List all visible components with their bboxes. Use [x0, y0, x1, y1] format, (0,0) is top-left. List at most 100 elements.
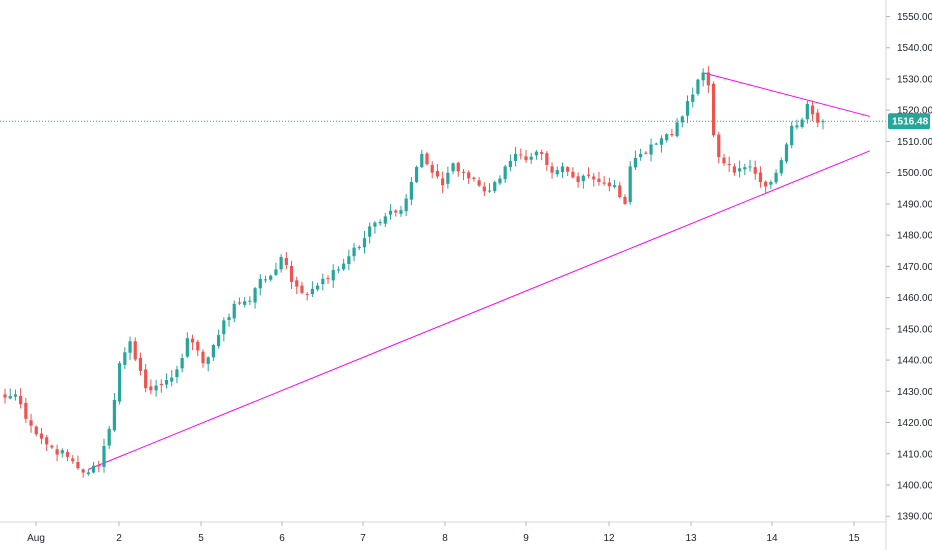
- candle[interactable]: [107, 426, 111, 449]
- candle[interactable]: [597, 171, 601, 186]
- candle[interactable]: [524, 149, 528, 163]
- candle[interactable]: [602, 176, 606, 186]
- candle[interactable]: [743, 163, 747, 176]
- candle[interactable]: [60, 448, 64, 458]
- candle[interactable]: [383, 213, 387, 227]
- candle[interactable]: [753, 160, 757, 180]
- candle[interactable]: [519, 148, 523, 160]
- candle[interactable]: [175, 365, 179, 384]
- candle[interactable]: [738, 160, 742, 178]
- candle[interactable]: [118, 360, 122, 405]
- candle[interactable]: [133, 337, 137, 362]
- candle[interactable]: [633, 150, 638, 170]
- candle[interactable]: [805, 100, 809, 124]
- candle[interactable]: [644, 151, 648, 155]
- candle[interactable]: [560, 162, 565, 178]
- candle[interactable]: [461, 168, 466, 181]
- candle[interactable]: [425, 151, 429, 166]
- candle[interactable]: [513, 146, 518, 167]
- candle[interactable]: [149, 379, 153, 395]
- candle[interactable]: [222, 317, 226, 342]
- candle[interactable]: [159, 379, 163, 393]
- candle[interactable]: [758, 166, 763, 188]
- candle[interactable]: [300, 281, 304, 295]
- candle[interactable]: [540, 149, 544, 161]
- candle[interactable]: [420, 149, 424, 169]
- candle[interactable]: [55, 444, 59, 462]
- candle[interactable]: [248, 296, 252, 305]
- candle[interactable]: [45, 434, 49, 452]
- candle[interactable]: [185, 332, 189, 358]
- candle[interactable]: [441, 171, 445, 193]
- candle[interactable]: [555, 166, 559, 178]
- candle[interactable]: [368, 222, 372, 244]
- candle[interactable]: [65, 449, 70, 462]
- candle[interactable]: [623, 194, 627, 205]
- candle[interactable]: [618, 181, 622, 199]
- candle[interactable]: [76, 455, 80, 471]
- candle[interactable]: [331, 264, 335, 288]
- candle[interactable]: [717, 131, 721, 164]
- candle[interactable]: [503, 164, 507, 183]
- candle[interactable]: [243, 297, 247, 308]
- candle[interactable]: [800, 117, 804, 129]
- candle[interactable]: [269, 274, 273, 282]
- candle[interactable]: [821, 119, 825, 130]
- candle[interactable]: [295, 276, 299, 295]
- candle[interactable]: [810, 100, 815, 122]
- candle[interactable]: [86, 468, 90, 476]
- candle[interactable]: [3, 388, 7, 404]
- candle[interactable]: [39, 427, 44, 445]
- candle[interactable]: [357, 245, 361, 250]
- candle[interactable]: [206, 356, 210, 372]
- candle[interactable]: [727, 156, 731, 173]
- candle[interactable]: [237, 297, 242, 306]
- candle[interactable]: [456, 161, 460, 177]
- candle[interactable]: [628, 161, 632, 205]
- candle[interactable]: [201, 349, 205, 368]
- trendline-1[interactable]: [88, 150, 871, 470]
- candle[interactable]: [493, 180, 497, 194]
- candle[interactable]: [607, 177, 611, 192]
- candle[interactable]: [612, 179, 617, 189]
- candle[interactable]: [545, 150, 549, 171]
- candle[interactable]: [8, 388, 12, 400]
- candle[interactable]: [112, 392, 117, 432]
- candle[interactable]: [665, 133, 669, 143]
- candle[interactable]: [680, 115, 684, 128]
- plot-area[interactable]: [0, 66, 886, 478]
- candle[interactable]: [316, 282, 320, 292]
- candle[interactable]: [123, 347, 127, 369]
- candle[interactable]: [779, 157, 783, 176]
- candle[interactable]: [336, 266, 341, 273]
- candle[interactable]: [352, 243, 356, 262]
- candle[interactable]: [29, 413, 33, 433]
- candle[interactable]: [550, 162, 554, 179]
- candle[interactable]: [253, 286, 257, 309]
- candle[interactable]: [722, 154, 726, 166]
- candle[interactable]: [581, 174, 585, 189]
- candle[interactable]: [414, 165, 419, 184]
- candle[interactable]: [639, 148, 643, 161]
- candle[interactable]: [748, 159, 752, 172]
- candle[interactable]: [534, 150, 539, 160]
- price-axis[interactable]: 1550.00 1540.00 1530.00 1520.00 1510.00 1500.…: [885, 0, 932, 550]
- candle[interactable]: [50, 444, 54, 449]
- candle[interactable]: [816, 108, 820, 128]
- candle[interactable]: [310, 281, 314, 297]
- candle[interactable]: [732, 163, 736, 176]
- candle[interactable]: [97, 460, 101, 473]
- candle[interactable]: [342, 258, 346, 272]
- candle[interactable]: [576, 172, 580, 188]
- candle[interactable]: [764, 180, 768, 193]
- candle[interactable]: [394, 209, 398, 217]
- candle[interactable]: [232, 300, 236, 323]
- candle[interactable]: [685, 95, 690, 124]
- candle[interactable]: [592, 172, 596, 187]
- candle[interactable]: [34, 425, 38, 437]
- candle[interactable]: [795, 119, 799, 130]
- candle[interactable]: [586, 167, 591, 179]
- candle[interactable]: [670, 128, 674, 137]
- candle[interactable]: [362, 230, 367, 254]
